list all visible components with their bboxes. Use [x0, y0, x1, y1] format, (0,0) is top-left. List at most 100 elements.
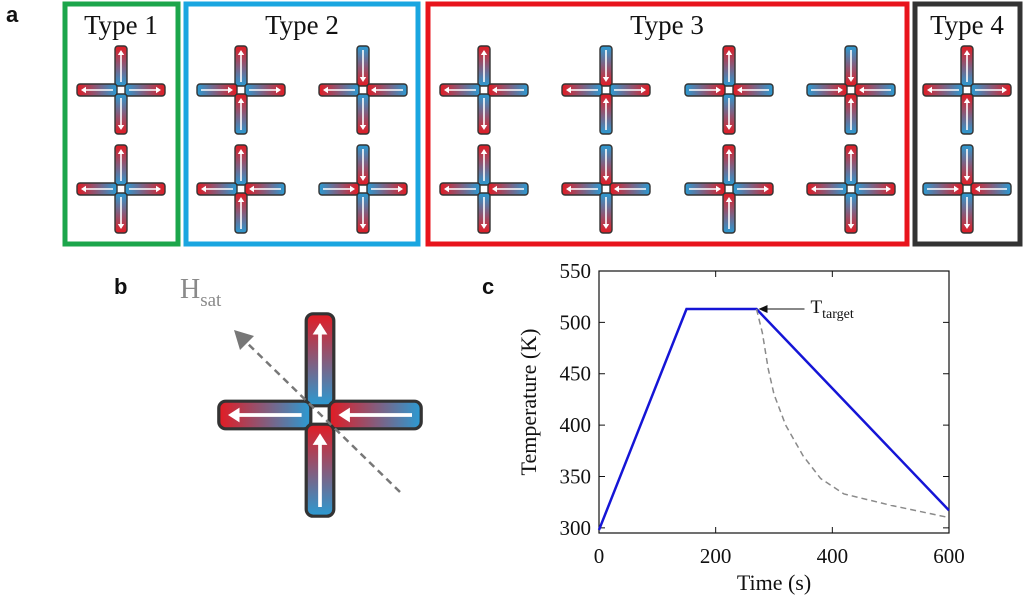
panel-b-letter: b [114, 274, 127, 299]
island-right-arrowhead-icon [492, 185, 497, 193]
island-right-arrowhead-icon [737, 86, 742, 94]
panel-b-vertex [217, 312, 423, 518]
island-left-arrowhead-icon [201, 185, 206, 193]
island-right-arrowhead-icon [398, 185, 403, 193]
hsat-main: H [180, 274, 200, 305]
island-top-arrowhead-icon [963, 50, 971, 55]
island-right-arrowhead-icon [641, 86, 646, 94]
island-top-arrowhead-icon [963, 176, 971, 181]
type1-vertex-2 [76, 144, 166, 234]
type4-box [912, 1, 1023, 247]
type2-vertex-2 [318, 45, 408, 135]
island-top-arrowhead-icon [480, 50, 488, 55]
type1-label: Type 1 [84, 10, 158, 40]
island-right-arrowhead-icon [156, 86, 161, 94]
island-right-arrowhead-icon [156, 185, 161, 193]
island-top-arrowhead-icon [602, 176, 610, 181]
type2-vertex-4 [318, 144, 408, 234]
t-target-sub: target [822, 307, 854, 322]
island-bottom-arrowhead-icon [725, 197, 733, 202]
island-bottom-arrowhead-icon [847, 224, 855, 229]
island-right-arrowhead-icon [764, 185, 769, 193]
temperature-chart: 0 200 400 600 300 350 400 450 500 550 Ttarget Tim… [516, 259, 965, 595]
island-top-arrowhead-icon [602, 77, 610, 82]
type3-vertex-8 [806, 144, 896, 234]
island-right-arrowhead-icon [886, 185, 891, 193]
island-top-arrowhead-icon [847, 149, 855, 154]
type4-vertex-2 [922, 144, 1012, 234]
type3-vertex-6 [561, 144, 651, 234]
island-left-arrowhead-icon [927, 86, 932, 94]
panel-c-letter: c [482, 274, 494, 299]
island-left-arrowhead-icon [444, 185, 449, 193]
y-tick-label: 400 [560, 413, 592, 437]
chart-ticks: 0 200 400 600 300 350 400 450 500 550 [560, 259, 965, 568]
island-left-arrowhead-icon [444, 86, 449, 94]
x-axis-label: Time (s) [737, 570, 811, 595]
type3-vertex-4 [806, 45, 896, 135]
island-left-arrowhead-icon [811, 185, 816, 193]
x-tick-label: 200 [700, 544, 732, 568]
island-left-arrowhead-icon [566, 185, 571, 193]
chart-frame [598, 270, 950, 534]
type3-vertex-1 [439, 45, 529, 135]
island-bottom-arrowhead-icon [237, 98, 245, 103]
island-top-arrowhead-icon [237, 149, 245, 154]
island-top-arrowhead-icon [117, 149, 125, 154]
y-tick-label: 350 [560, 464, 592, 488]
island-left-arrowhead-icon [566, 86, 571, 94]
island-right-arrowhead-icon [859, 86, 864, 94]
island-top-arrowhead-icon [237, 50, 245, 55]
island-bottom-arrowhead-icon [602, 98, 610, 103]
island-top-arrowhead-icon [312, 323, 328, 335]
y-tick-label: 450 [560, 362, 592, 386]
hsat-sub: sat [200, 290, 222, 311]
island-bottom-arrowhead-icon [117, 224, 125, 229]
type3-vertex-2 [561, 45, 651, 135]
type1-box [62, 1, 181, 247]
island-left-arrowhead-icon [228, 86, 233, 94]
y-tick-label: 300 [560, 516, 592, 540]
island-left-arrowhead-icon [81, 86, 86, 94]
y-tick-label: 550 [560, 259, 592, 283]
island-bottom-arrowhead-icon [963, 224, 971, 229]
island-left-arrowhead-icon [716, 185, 721, 193]
t-target-label: Ttarget [811, 297, 854, 322]
island-left-arrowhead-icon [716, 86, 721, 94]
island-top-arrowhead-icon [359, 77, 367, 82]
x-tick-label: 0 [594, 544, 605, 568]
type3-vertex-3 [684, 45, 774, 135]
field-arrowhead-icon [234, 330, 254, 350]
type2-vertex-1 [196, 45, 286, 135]
type3-vertex-5 [439, 144, 529, 234]
x-tick-label: 400 [817, 544, 849, 568]
type2-box [183, 1, 421, 247]
island-bottom-arrowhead-icon [237, 197, 245, 202]
temperature-line [597, 307, 950, 531]
type3-vertex-7 [684, 144, 774, 234]
island-bottom-arrowhead-icon [117, 125, 125, 130]
type2-label: Type 2 [265, 10, 339, 40]
island-left-arrowhead-icon [954, 185, 959, 193]
island-top-arrowhead-icon [117, 50, 125, 55]
vertex-grid [76, 45, 1012, 234]
island-right-arrowhead-icon [249, 185, 254, 193]
island-top-arrowhead-icon [847, 77, 855, 82]
island-left-arrowhead-icon [81, 185, 86, 193]
type1-vertex-1 [76, 45, 166, 135]
type4-vertex-1 [922, 45, 1012, 135]
island-right-arrowhead-icon [1002, 86, 1007, 94]
large-vertex [217, 312, 423, 518]
panel-a-letter: a [6, 2, 19, 27]
island-top-arrowhead-icon [725, 149, 733, 154]
panel-b: Hsat [180, 274, 423, 518]
type3-box [425, 1, 910, 247]
y-tick-label: 500 [560, 310, 592, 334]
island-bottom-arrowhead-icon [480, 224, 488, 229]
island-bottom-arrowhead-icon [963, 98, 971, 103]
island-right-arrowhead-icon [492, 86, 497, 94]
hsat-label: Hsat [180, 274, 222, 311]
t-target-annotation: Ttarget [758, 297, 854, 322]
island-left-arrowhead-icon [350, 185, 355, 193]
